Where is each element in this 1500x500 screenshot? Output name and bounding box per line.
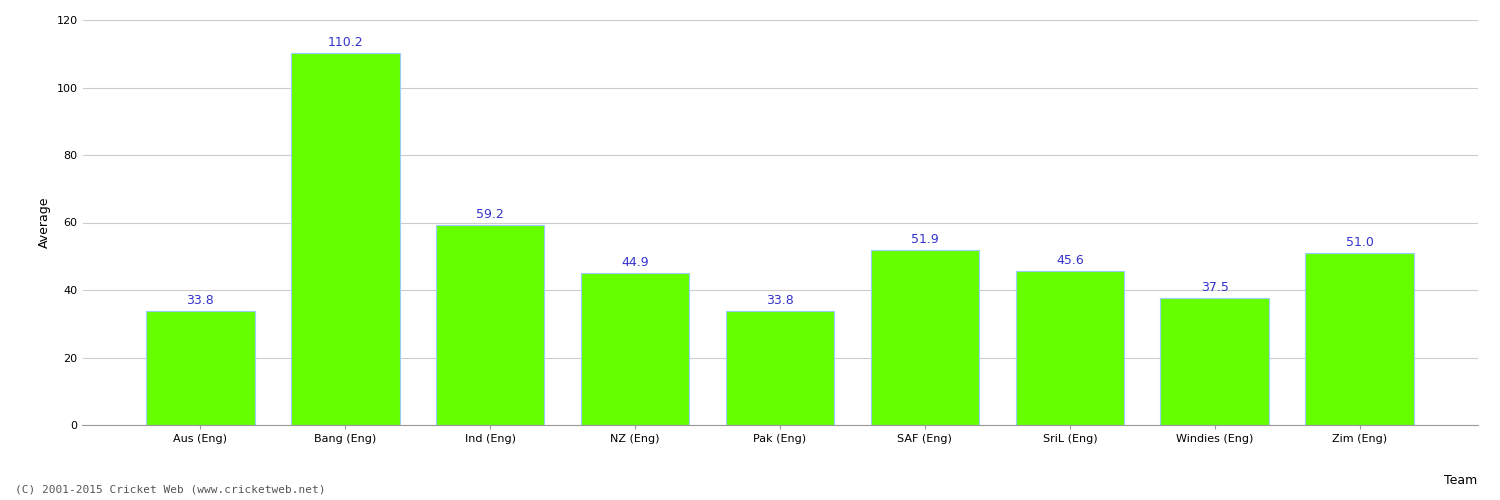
Text: 59.2: 59.2 [477, 208, 504, 221]
Bar [726, 311, 834, 425]
Text: 51.9: 51.9 [910, 233, 939, 246]
Bar [870, 250, 980, 425]
Text: 51.0: 51.0 [1346, 236, 1374, 249]
Bar [291, 53, 399, 425]
Bar [146, 311, 255, 425]
Text: (C) 2001-2015 Cricket Web (www.cricketweb.net): (C) 2001-2015 Cricket Web (www.cricketwe… [15, 485, 326, 495]
Bar [1305, 253, 1414, 425]
Text: 33.8: 33.8 [766, 294, 794, 307]
Text: 37.5: 37.5 [1202, 282, 1228, 294]
Text: Team: Team [1444, 474, 1478, 486]
Y-axis label: Average: Average [38, 196, 51, 248]
Bar [580, 274, 690, 425]
Text: 110.2: 110.2 [327, 36, 363, 49]
Bar [1161, 298, 1269, 425]
Bar [1016, 271, 1124, 425]
Text: 45.6: 45.6 [1056, 254, 1083, 267]
Bar [436, 225, 544, 425]
Text: 33.8: 33.8 [186, 294, 214, 307]
Text: 44.9: 44.9 [621, 256, 650, 270]
